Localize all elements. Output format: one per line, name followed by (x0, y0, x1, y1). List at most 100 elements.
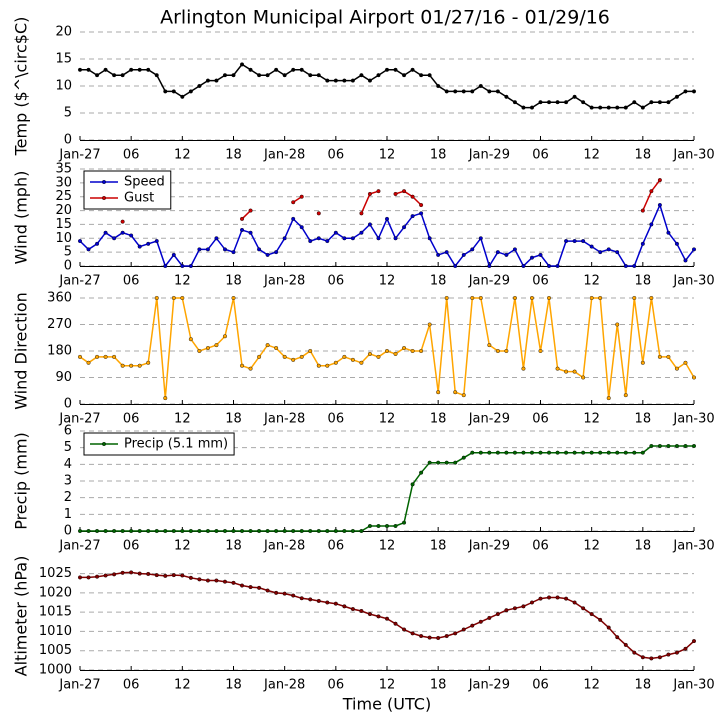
data-point (547, 450, 552, 455)
data-point (606, 247, 611, 252)
data-point (564, 239, 569, 244)
x-tick-label: 12 (583, 539, 600, 554)
data-point (163, 396, 168, 401)
data-point (333, 529, 338, 534)
data-point (367, 612, 372, 617)
data-point (419, 203, 424, 208)
y-tick-label: 0 (64, 259, 72, 274)
data-point (342, 78, 347, 83)
data-point (453, 89, 458, 94)
data-point (453, 631, 458, 636)
data-point (367, 191, 372, 196)
y-tick-label: 20 (55, 203, 72, 218)
data-point (487, 89, 492, 94)
data-point (529, 600, 534, 605)
data-point (240, 216, 245, 221)
data-point (512, 296, 517, 301)
x-tick-label: 18 (225, 678, 242, 693)
data-point (692, 89, 697, 94)
data-point (222, 529, 227, 534)
x-tick-label: 18 (635, 412, 652, 427)
data-point (146, 571, 151, 576)
data-point (350, 607, 355, 612)
data-point (291, 67, 296, 72)
data-point (376, 524, 381, 529)
data-point (257, 585, 262, 590)
data-point (427, 460, 432, 465)
data-point (282, 73, 287, 78)
x-axis-label: Time (UTC) (342, 695, 431, 714)
data-point (265, 588, 270, 593)
data-point (240, 363, 245, 368)
data-point (606, 450, 611, 455)
data-point (478, 450, 483, 455)
legend-box (83, 170, 172, 210)
x-tick-label: Jan-28 (263, 274, 305, 289)
data-point (674, 241, 679, 246)
data-point (410, 214, 415, 219)
y-tick-label: 1000 (39, 663, 72, 678)
data-point (120, 529, 125, 534)
data-point (120, 363, 125, 368)
data-point (402, 520, 407, 525)
data-point (146, 360, 151, 365)
data-point (427, 635, 432, 640)
data-point (427, 73, 432, 78)
data-point (632, 296, 637, 301)
data-point (657, 203, 662, 208)
y-tick-label: 10 (55, 79, 72, 94)
data-point (137, 363, 142, 368)
data-point (666, 652, 671, 657)
data-point (342, 236, 347, 241)
data-point (649, 296, 654, 301)
data-point (581, 239, 586, 244)
data-point (444, 460, 449, 465)
data-point (572, 94, 577, 99)
x-tick-label: Jan-27 (58, 148, 100, 163)
y-axis-label: Wind Direction (12, 292, 31, 410)
data-point (291, 593, 296, 598)
data-point (291, 216, 296, 221)
data-point (453, 460, 458, 465)
data-point (402, 346, 407, 351)
x-tick-label: 06 (532, 678, 549, 693)
data-point (231, 529, 236, 534)
data-point (444, 634, 449, 639)
data-point (564, 100, 569, 105)
x-tick-label: 18 (225, 412, 242, 427)
data-point (129, 529, 134, 534)
data-point (308, 239, 313, 244)
data-point (632, 650, 637, 655)
data-point (640, 655, 645, 660)
data-point (333, 78, 338, 83)
data-point (129, 363, 134, 368)
data-point (171, 296, 176, 301)
data-point (640, 208, 645, 213)
data-point (163, 264, 168, 269)
data-point (393, 191, 398, 196)
data-point (171, 252, 176, 257)
data-point (154, 239, 159, 244)
data-point (461, 627, 466, 632)
data-point (461, 89, 466, 94)
data-point (188, 89, 193, 94)
data-point (265, 73, 270, 78)
data-point (572, 239, 577, 244)
x-tick-label: 18 (430, 148, 447, 163)
x-tick-label: Jan-27 (58, 678, 100, 693)
x-tick-label: 18 (430, 412, 447, 427)
data-point (350, 529, 355, 534)
data-point (657, 354, 662, 359)
data-point (231, 73, 236, 78)
data-point (598, 450, 603, 455)
data-point (188, 264, 193, 269)
data-point (470, 450, 475, 455)
data-point (666, 230, 671, 235)
x-tick-label: 18 (225, 148, 242, 163)
x-tick-label: 12 (174, 274, 191, 289)
data-point (95, 354, 100, 359)
y-tick-label: 20 (55, 25, 72, 40)
data-point (555, 595, 560, 600)
y-tick-label: 1005 (39, 643, 72, 658)
data-point (350, 78, 355, 83)
